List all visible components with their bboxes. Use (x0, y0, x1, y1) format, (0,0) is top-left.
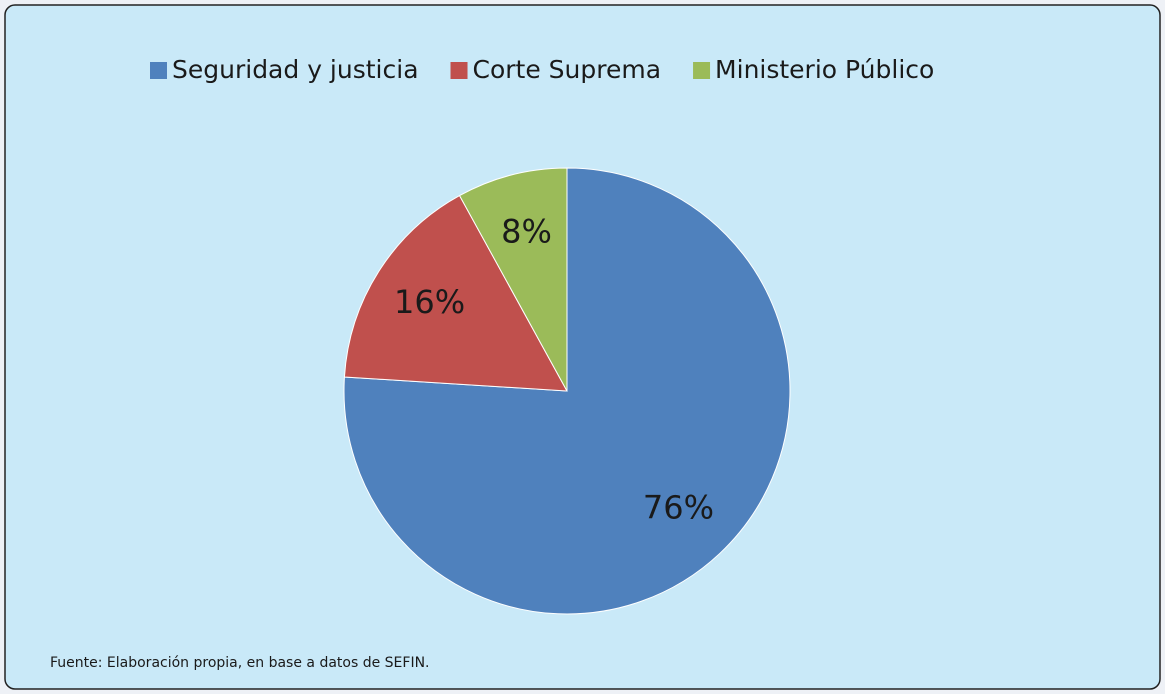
data-label: 8% (501, 212, 552, 250)
source-note: Fuente: Elaboración propia, en base a da… (50, 655, 430, 671)
data-label: 16% (394, 283, 465, 321)
pie-slice (458, 167, 568, 392)
legend-swatch (450, 62, 468, 79)
legend-label: Corte Suprema (473, 55, 662, 84)
legend-label: Ministerio Público (715, 55, 934, 84)
pie-slice (343, 194, 568, 392)
legend-swatch (693, 62, 711, 79)
legend-label: Seguridad y justicia (172, 55, 419, 84)
legend-swatch (150, 62, 167, 79)
data-label: 76% (643, 489, 714, 527)
pie-slice (343, 167, 791, 615)
